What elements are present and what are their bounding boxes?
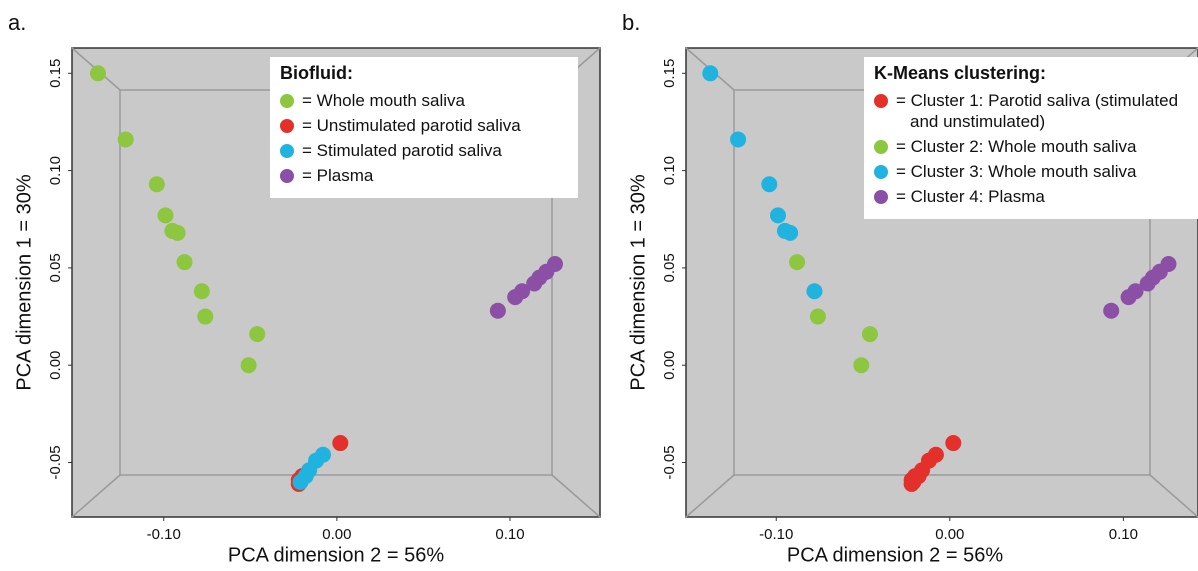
point <box>332 435 349 452</box>
point <box>853 357 870 374</box>
legend-label: = Plasma <box>302 166 374 185</box>
point <box>89 65 106 82</box>
x-tick-label: 0.10 <box>1109 526 1138 543</box>
point <box>789 254 806 271</box>
legend-entry: = Cluster 3: Whole mouth saliva <box>874 161 1188 182</box>
point <box>769 207 786 224</box>
x-tick-label: -0.10 <box>759 526 793 543</box>
legend-entry: = Stimulated parotid saliva <box>280 140 568 161</box>
y-tick-label: 0.05 <box>661 253 678 282</box>
x-tick-label: 0.10 <box>495 526 524 543</box>
point <box>117 131 134 148</box>
point <box>945 435 962 452</box>
legend-entry: = Plasma <box>280 165 568 186</box>
legend-label: = Cluster 2: Whole mouth saliva <box>896 137 1137 156</box>
point <box>782 224 799 241</box>
y-tick-label: 0.05 <box>47 253 64 282</box>
point <box>197 308 214 325</box>
point <box>169 224 186 241</box>
legend-label: = Whole mouth saliva <box>302 91 465 110</box>
box-edge <box>685 474 735 518</box>
x-tick-label: 0.00 <box>935 526 964 543</box>
point <box>905 473 922 490</box>
legend-label: = Unstimulated parotid saliva <box>302 116 521 135</box>
legend-swatch <box>280 119 294 133</box>
point <box>806 283 823 300</box>
legend-title: K-Means clustering: <box>874 63 1047 83</box>
point <box>148 176 165 193</box>
point <box>702 65 719 82</box>
point <box>861 326 878 343</box>
legend: Biofluid: = Whole mouth saliva = Unstimula… <box>270 57 578 198</box>
y-tick-label: -0.05 <box>47 445 64 479</box>
legend-label: = Stimulated parotid saliva <box>302 141 502 160</box>
legend-entry: = Cluster 4: Plasma <box>874 186 1188 207</box>
y-tick-label: 0.00 <box>661 351 678 380</box>
y-tick-label: 0.10 <box>47 156 64 185</box>
point <box>489 302 506 319</box>
point <box>1103 302 1120 319</box>
point <box>730 131 747 148</box>
legend-swatch <box>874 140 888 154</box>
x-tick-label: -0.10 <box>147 526 181 543</box>
legend-entry: = Cluster 2: Whole mouth saliva <box>874 136 1188 157</box>
point <box>176 254 193 271</box>
legend-label: = Cluster 3: Whole mouth saliva <box>896 162 1137 181</box>
point <box>249 326 266 343</box>
box-edge <box>551 474 601 518</box>
y-axis-label: PCA dimension 1 = 30% <box>627 174 649 390</box>
legend-title: Biofluid: <box>280 63 353 83</box>
point <box>514 283 531 300</box>
legend-swatch <box>874 165 888 179</box>
legend-entry: = Unstimulated parotid saliva <box>280 115 568 136</box>
legend-swatch <box>280 94 294 108</box>
legend-entry: = Whole mouth saliva <box>280 90 568 111</box>
y-tick-label: 0.00 <box>47 351 64 380</box>
y-tick-label: 0.15 <box>661 59 678 88</box>
point <box>193 283 210 300</box>
legend-entry: = Cluster 1: Parotid saliva (stimulated … <box>874 90 1188 132</box>
point <box>546 256 563 273</box>
legend-label: = Cluster 4: Plasma <box>896 187 1045 206</box>
y-tick-label: -0.05 <box>661 445 678 479</box>
y-tick-label: 0.10 <box>661 156 678 185</box>
panel-label: b. <box>622 10 640 35</box>
point <box>1160 256 1177 273</box>
x-tick-label: 0.00 <box>322 526 351 543</box>
box-edge <box>71 474 121 518</box>
legend-swatch <box>280 144 294 158</box>
x-axis-label: PCA dimension 2 = 56% <box>228 544 444 566</box>
point <box>1127 283 1144 300</box>
x-axis-label: PCA dimension 2 = 56% <box>787 544 1003 566</box>
box-edge <box>1149 474 1198 518</box>
point <box>240 357 257 374</box>
point <box>157 207 174 224</box>
legend: K-Means clustering: = Cluster 1: Parotid … <box>864 57 1198 219</box>
legend-swatch <box>280 169 294 183</box>
point <box>292 473 309 490</box>
point <box>809 308 826 325</box>
point <box>761 176 778 193</box>
legend-swatch <box>874 94 888 108</box>
y-tick-label: 0.15 <box>47 59 64 88</box>
panel-label: a. <box>8 10 26 35</box>
legend-swatch <box>874 190 888 204</box>
y-axis-label: PCA dimension 1 = 30% <box>13 174 35 390</box>
legend-label: = Cluster 1: Parotid saliva (stimulated … <box>896 91 1179 131</box>
